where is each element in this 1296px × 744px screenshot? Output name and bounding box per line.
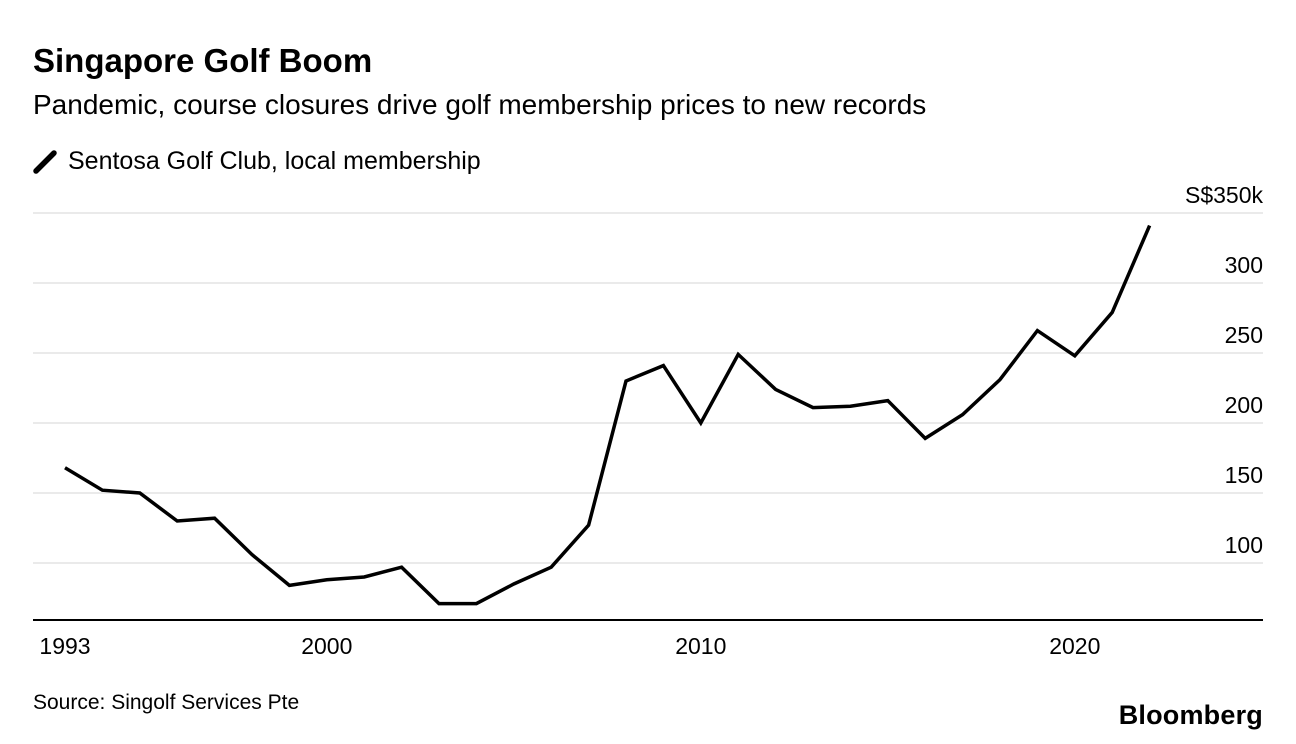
chart-subtitle: Pandemic, course closures drive golf mem… <box>33 89 927 120</box>
chart-title: Singapore Golf Boom <box>33 42 373 79</box>
x-axis-tick-label: 1993 <box>39 633 90 659</box>
y-axis-tick-label: 100 <box>1225 532 1263 558</box>
x-axis-tick-label: 2000 <box>301 633 352 659</box>
legend-label: Sentosa Golf Club, local membership <box>68 147 481 175</box>
y-axis-tick-label: S$350k <box>1185 182 1264 208</box>
y-axis-tick-label: 300 <box>1225 252 1263 278</box>
x-axis-tick-label: 2020 <box>1049 633 1100 659</box>
y-axis-tick-label: 150 <box>1225 462 1263 488</box>
membership-price-line-chart: 100 150 200 250 300 S$350k 1993 2000 2010 2020 <box>33 182 1264 659</box>
source-note: Source: Singolf Services Pte <box>33 691 300 714</box>
line-swatch-icon <box>33 149 57 174</box>
legend: Sentosa Golf Club, local membership <box>33 147 481 176</box>
y-axis-tick-label: 250 <box>1225 322 1263 348</box>
y-axis-tick-label: 200 <box>1225 392 1263 418</box>
membership-price-line <box>64 224 1152 606</box>
bloomberg-logo: Bloomberg <box>1118 700 1263 730</box>
x-axis-tick-label: 2010 <box>675 633 726 659</box>
